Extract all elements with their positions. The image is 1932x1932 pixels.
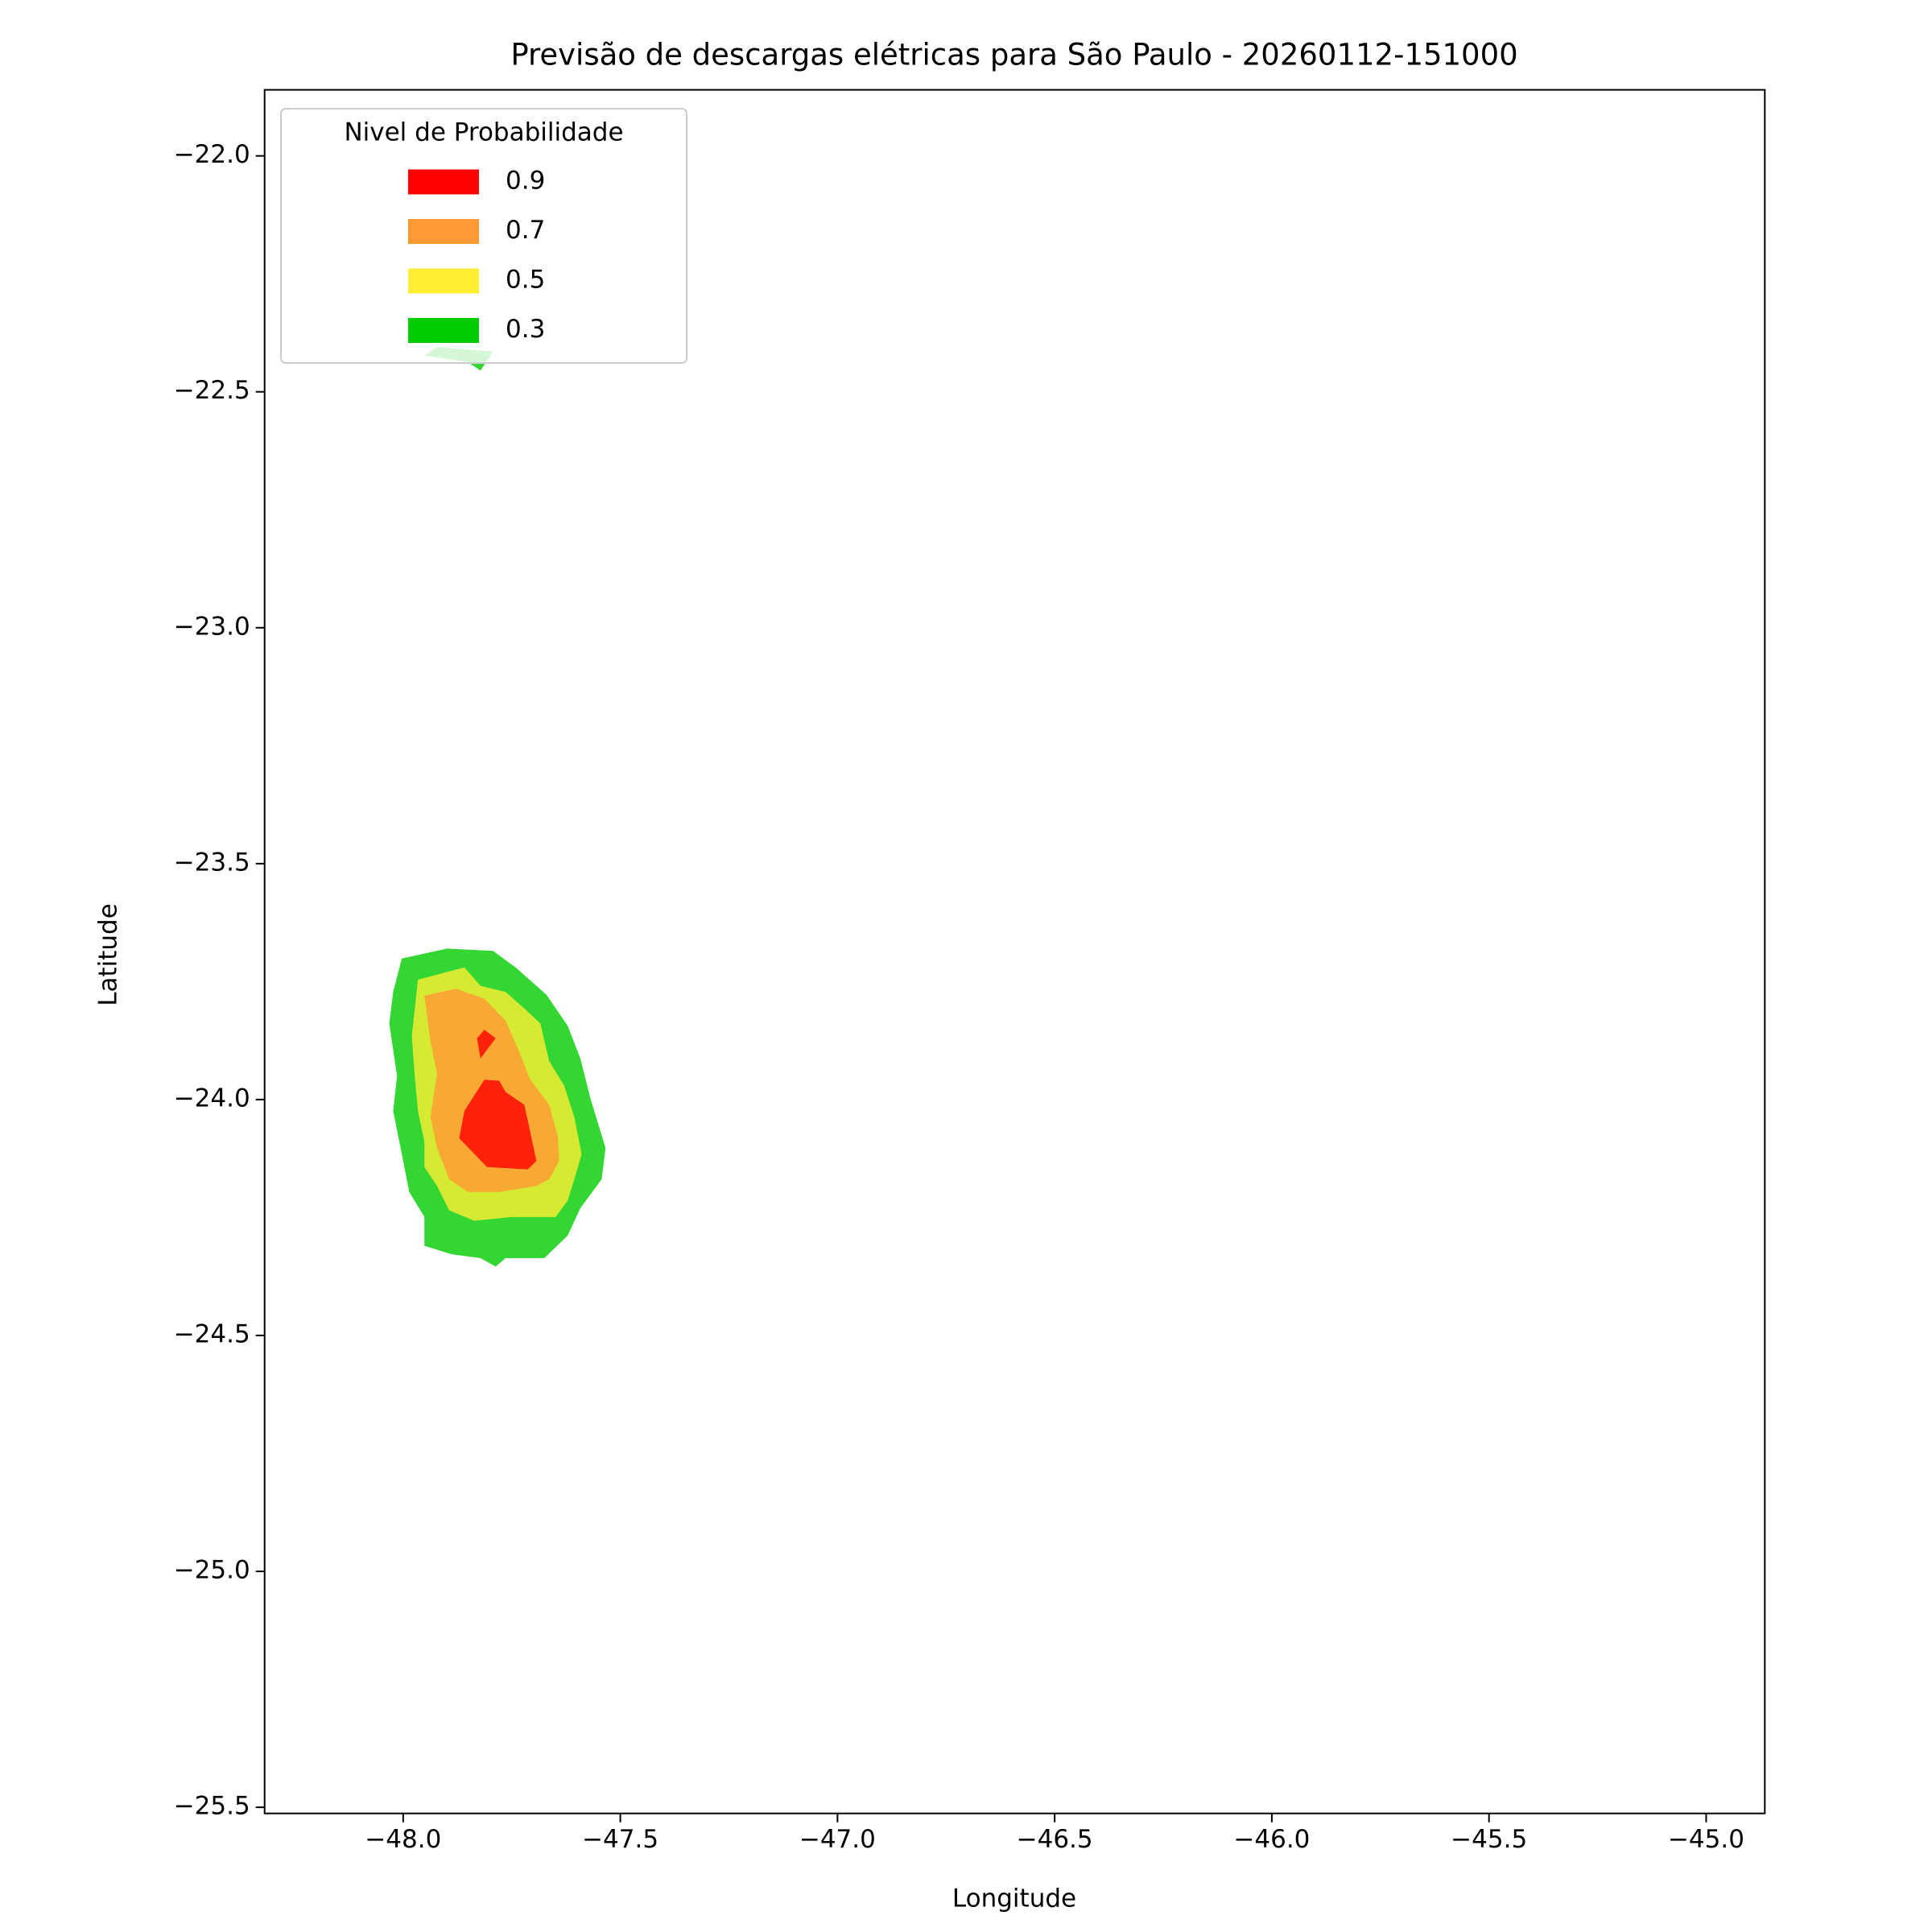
y-axis-label: Latitude bbox=[94, 903, 123, 1006]
legend-swatch bbox=[408, 318, 479, 343]
legend-label: 0.9 bbox=[506, 167, 545, 196]
y-tick-label: −25.0 bbox=[174, 1556, 250, 1585]
contour-region bbox=[477, 1030, 496, 1059]
x-tick-label: −48.0 bbox=[365, 1825, 441, 1854]
contour-region bbox=[459, 1080, 537, 1170]
legend-label: 0.7 bbox=[506, 216, 545, 245]
legend-swatch bbox=[408, 268, 479, 294]
x-tick-label: −45.5 bbox=[1451, 1825, 1527, 1854]
y-tick-label: −22.0 bbox=[174, 140, 250, 169]
y-tick-label: −24.0 bbox=[174, 1084, 250, 1113]
x-tick-label: −47.5 bbox=[582, 1825, 658, 1854]
x-tick-label: −45.0 bbox=[1668, 1825, 1744, 1854]
legend-label: 0.3 bbox=[506, 315, 545, 344]
x-axis-label: Longitude bbox=[952, 1885, 1076, 1913]
x-tick-label: −47.0 bbox=[799, 1825, 876, 1854]
legend-label: 0.5 bbox=[506, 266, 545, 295]
y-tick-label: −22.5 bbox=[174, 376, 250, 405]
legend-title: Nivel de Probabilidade bbox=[344, 118, 623, 147]
legend-swatch bbox=[408, 169, 479, 195]
plot-frame bbox=[263, 89, 1766, 1814]
x-tick-label: −46.5 bbox=[1017, 1825, 1093, 1854]
legend-box bbox=[280, 108, 687, 364]
y-tick-label: −24.5 bbox=[174, 1319, 250, 1348]
x-tick-label: −46.0 bbox=[1233, 1825, 1310, 1854]
y-tick-label: −25.5 bbox=[174, 1792, 250, 1821]
y-tick-label: −23.5 bbox=[174, 848, 250, 877]
chart-title: Previsão de descargas elétricas para São… bbox=[510, 38, 1517, 72]
y-tick-label: −23.0 bbox=[174, 612, 250, 641]
legend-swatch bbox=[408, 219, 479, 244]
